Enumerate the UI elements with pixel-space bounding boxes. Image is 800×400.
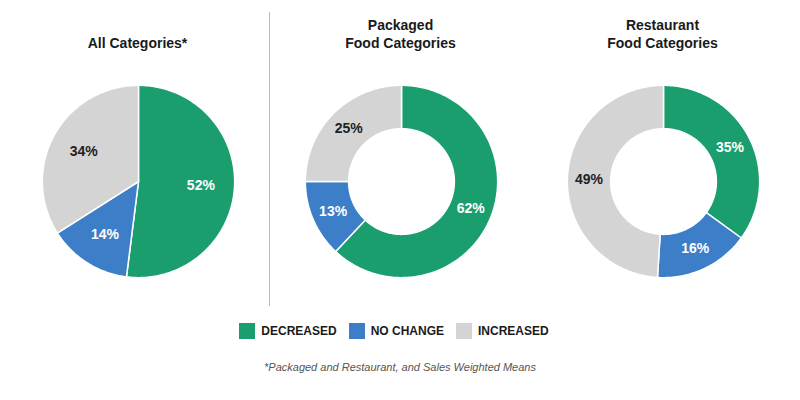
html-text:DECREASED: DECREASED [261, 323, 337, 338]
svg-text:62%: 62% [456, 200, 485, 216]
html-text:*Packaged and Restaurant, and: *Packaged and Restaurant, and Sales Weig… [264, 361, 536, 373]
svg-text:34%: 34% [69, 143, 98, 159]
svg-text:16%: 16% [681, 240, 710, 256]
html-text:All Categories*: All Categories* [87, 34, 188, 51]
svg-text:52%: 52% [186, 177, 215, 193]
html-text:INCREASED: INCREASED [478, 323, 549, 338]
svg-text:35%: 35% [715, 139, 744, 155]
html-text:Packaged Food Categories: Packaged Food Categories [345, 16, 456, 51]
html-text:NO CHANGE: NO CHANGE [370, 323, 444, 338]
svg-text:25%: 25% [334, 120, 363, 136]
svg-text:14%: 14% [90, 226, 119, 242]
svg-text:13%: 13% [319, 203, 348, 219]
svg-text:49%: 49% [575, 171, 604, 187]
html-text:Restaurant Food Categories: Restaurant Food Categories [607, 16, 718, 51]
